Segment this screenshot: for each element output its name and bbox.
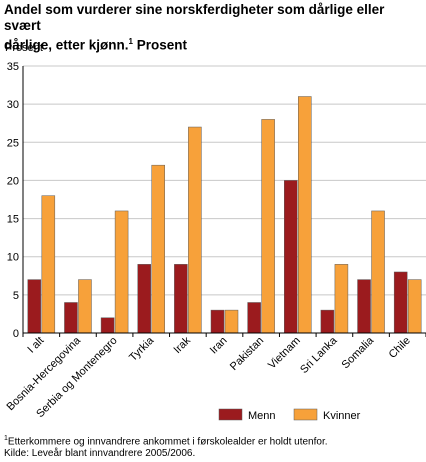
- y-tick-label: 20: [7, 175, 19, 187]
- bar-menn: [247, 302, 261, 334]
- x-tick-label: Irak: [172, 334, 194, 356]
- bar-kvinner: [261, 119, 275, 334]
- legend-swatch-kvinner: [293, 408, 318, 421]
- x-tick-label: I alt: [25, 335, 46, 356]
- gridlines: [23, 65, 426, 296]
- footnote-mark: 1: [4, 435, 8, 442]
- bar-kvinner: [78, 279, 92, 334]
- title-line2-end: Prosent: [132, 37, 187, 53]
- x-tick-label: Pakistan: [228, 335, 266, 373]
- bar-kvinner: [151, 164, 165, 334]
- y-tick-label: 0: [13, 328, 19, 340]
- bar-menn: [320, 309, 335, 334]
- bar-kvinner: [407, 279, 422, 334]
- y-axis-label: Prosent: [5, 42, 43, 54]
- x-tick-label: Somalia: [340, 334, 377, 371]
- axes: [22, 66, 426, 337]
- y-tick-label: 30: [7, 99, 19, 111]
- y-tick-label: 10: [7, 252, 19, 264]
- legend-label-menn: Menn: [248, 410, 276, 422]
- y-tick-label: 35: [7, 61, 19, 73]
- bar-menn: [27, 279, 42, 334]
- x-tick-label: Sri Lanka: [298, 334, 340, 376]
- legend-label-kvinner: Kvinner: [323, 410, 361, 422]
- legend: Menn Kvinner: [218, 408, 361, 422]
- chart-title: Andel som vurderer sine norskferdigheter…: [4, 2, 422, 54]
- bars: [27, 96, 422, 334]
- bar-menn: [393, 271, 408, 334]
- footnotes: 1Etterkommere og innvandrere ankommet i …: [4, 433, 422, 460]
- y-tick-labels: 0 5 10 15 20 25 30 35: [7, 61, 19, 340]
- x-tick-label: Tyrkia: [127, 334, 157, 364]
- y-tick-label: 5: [13, 290, 19, 302]
- bar-kvinner: [188, 126, 202, 334]
- y-tick-label: 25: [7, 137, 19, 149]
- bar-menn: [357, 279, 371, 334]
- bar-menn: [210, 309, 225, 334]
- bar-kvinner: [41, 195, 56, 334]
- x-tick-label: Iran: [208, 335, 230, 357]
- x-tick-label: Vietnam: [266, 335, 303, 372]
- bar-chart: Prosent 0 5 10 15 20 25 30 35 I altBosnia-Herce…: [5, 42, 426, 422]
- bar-menn: [284, 180, 298, 334]
- footnote-1: 1Etterkommere og innvandrere ankommet i …: [4, 435, 328, 448]
- bar-kvinner: [334, 264, 349, 334]
- bar-menn: [174, 264, 188, 334]
- title-line1: Andel som vurderer sine norskferdigheter…: [4, 2, 385, 33]
- y-tick-label: 15: [7, 214, 19, 226]
- bar-menn: [100, 317, 115, 334]
- bar-kvinner: [114, 210, 129, 334]
- legend-swatch-menn: [218, 408, 243, 421]
- bar-kvinner: [298, 96, 312, 334]
- bar-menn: [137, 264, 151, 334]
- x-tick-label: Chile: [387, 335, 413, 361]
- bar-kvinner: [224, 309, 239, 334]
- source-note: Kilde: Leveår blant innvandrere 2005/200…: [4, 448, 196, 460]
- bar-kvinner: [371, 210, 385, 334]
- title-note-mark: 1: [128, 37, 133, 46]
- title-line2: dårlige, etter kjønn.: [4, 37, 129, 53]
- bar-menn: [64, 302, 78, 334]
